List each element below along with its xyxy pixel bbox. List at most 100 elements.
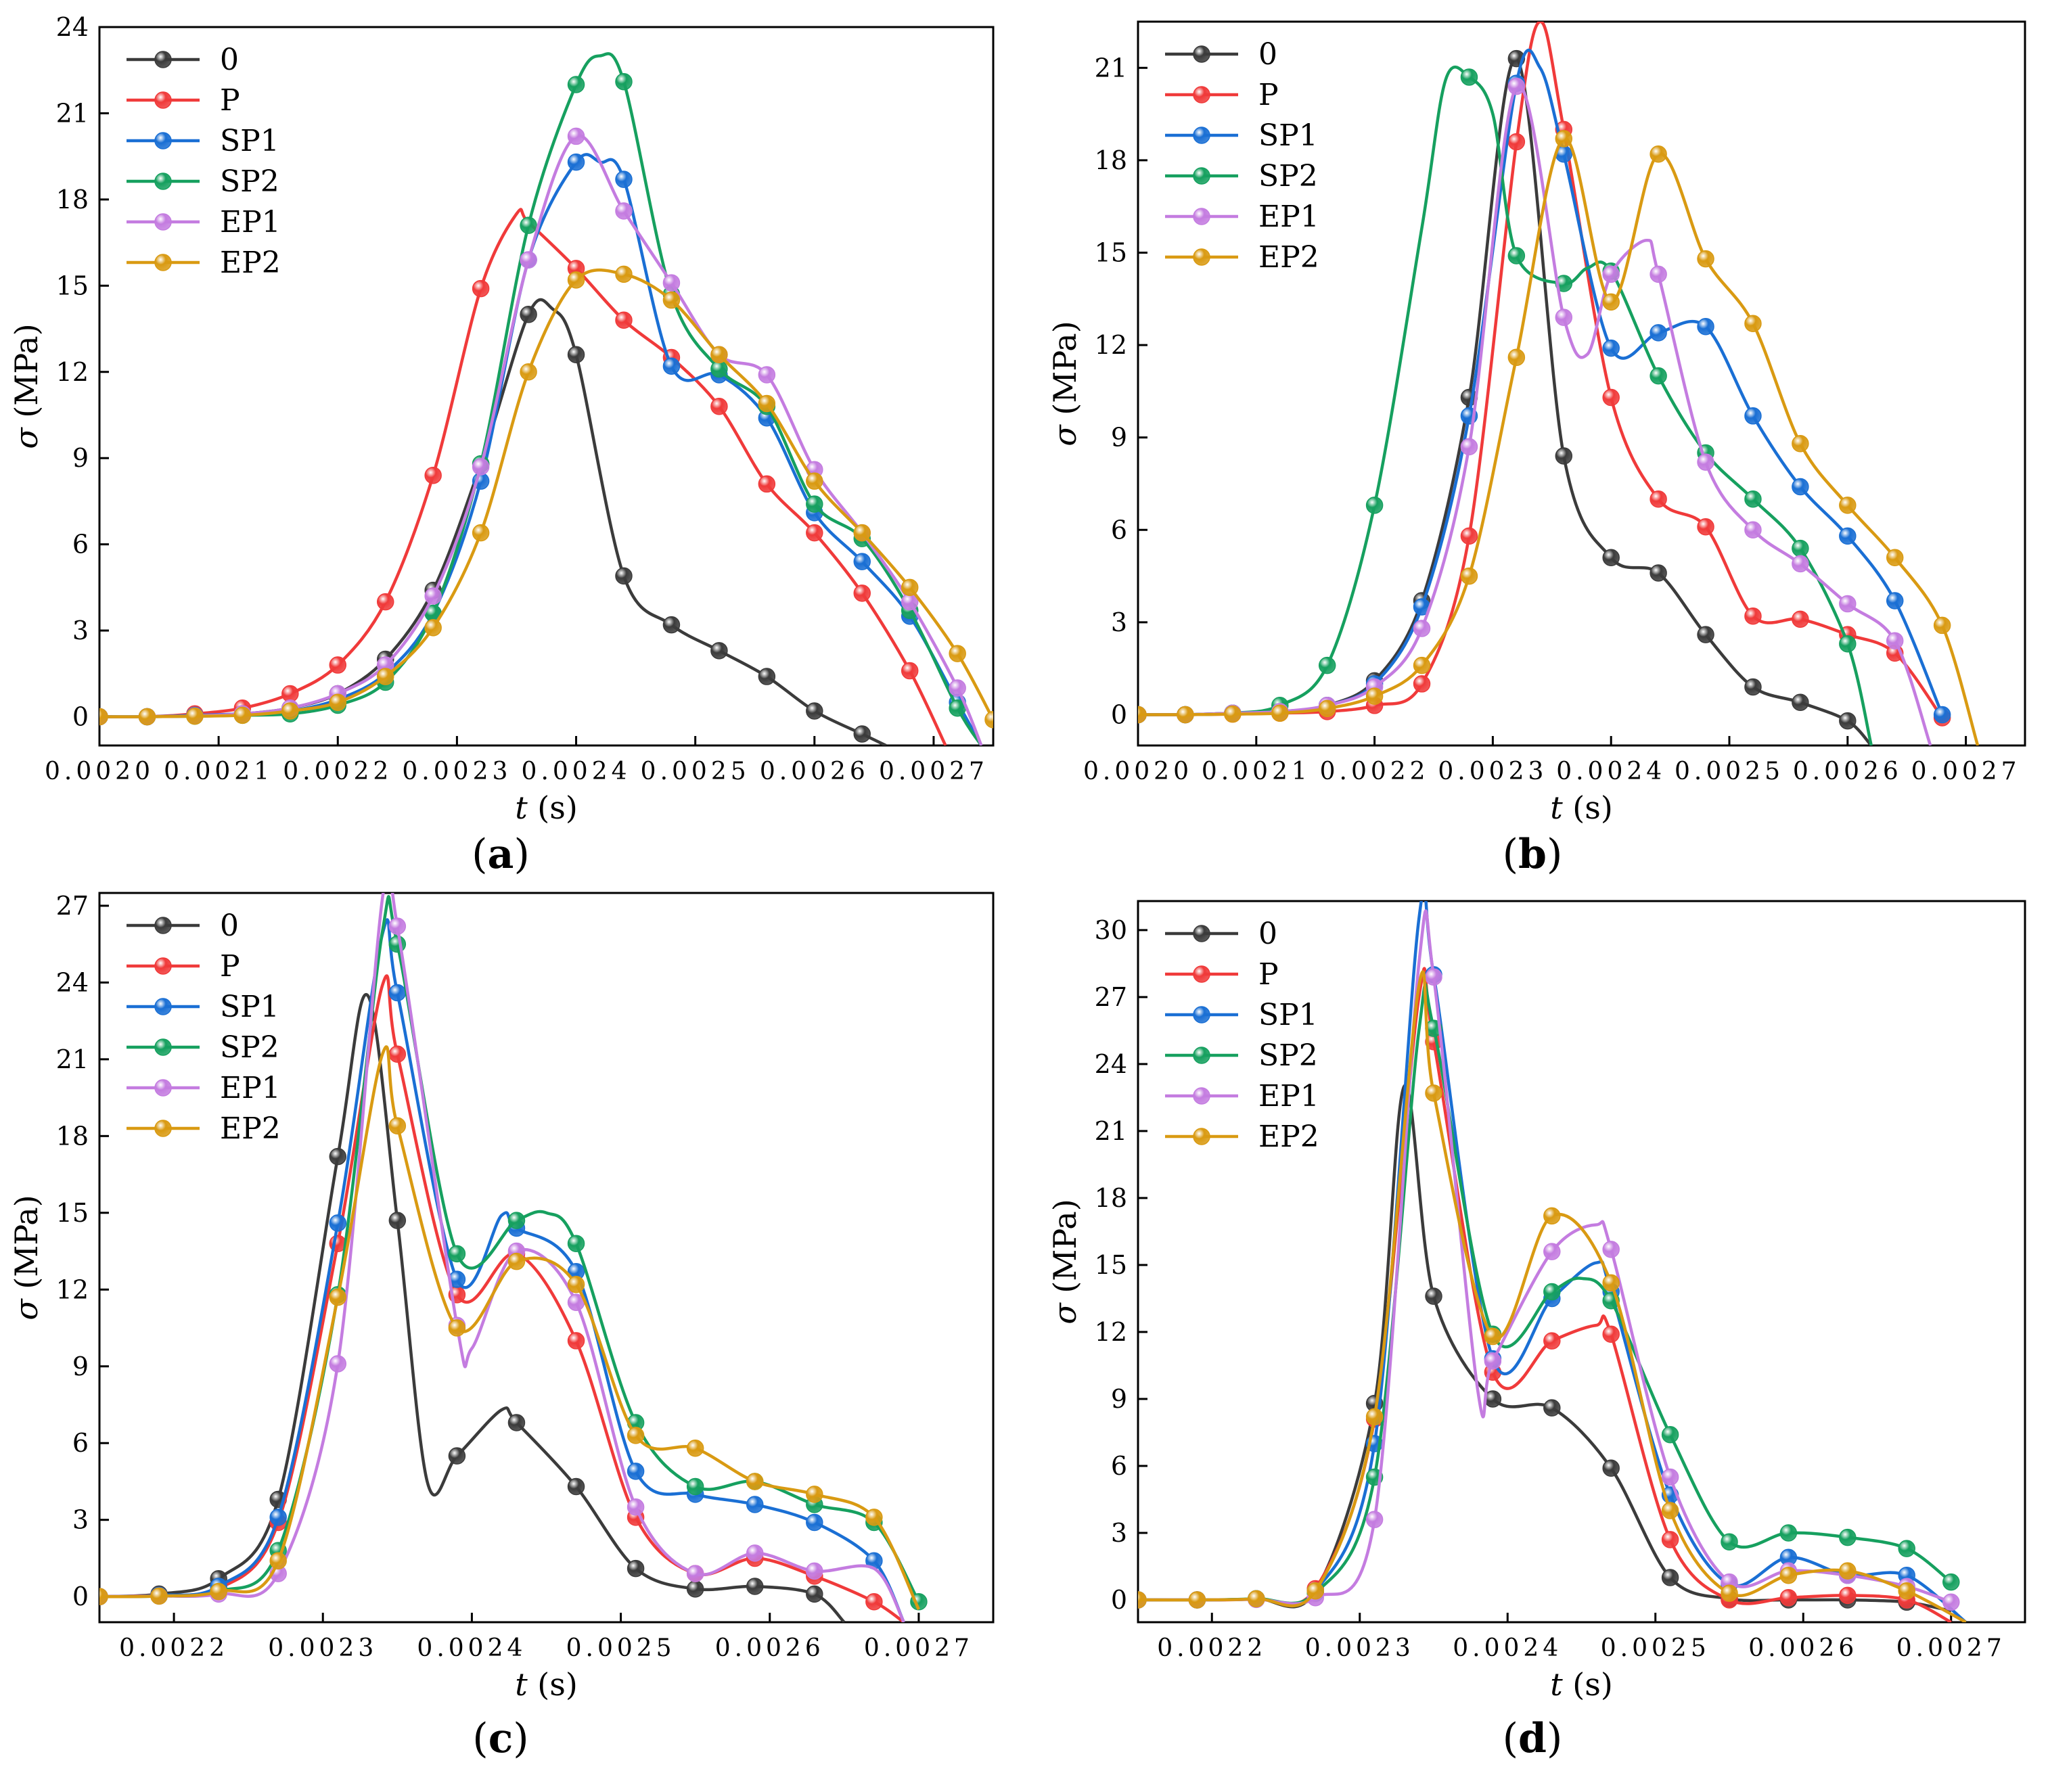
data-point-P [1697, 518, 1714, 536]
data-point-EP2 [138, 708, 156, 726]
legend-label-SP1: SP1 [1258, 998, 1318, 1032]
legend-label-SP2: SP2 [220, 1030, 279, 1065]
legend-marker-SP1 [154, 998, 172, 1015]
y-tick-label: 9 [72, 443, 89, 473]
data-point-SP1 [269, 1509, 287, 1526]
data-point-P [1543, 1332, 1561, 1350]
y-tick-label: 3 [1111, 1518, 1127, 1548]
data-point-EP2 [1507, 348, 1526, 367]
x-tick-label: 0.0024 [1453, 1634, 1562, 1662]
data-point-0 [615, 567, 633, 585]
series-line-SP1 [99, 153, 983, 745]
panel-a: 0.0020 0.0021 0.0022 0.0023 0.0024 0.0025 0.00… [8, 12, 995, 878]
data-point-SP2 [1649, 367, 1667, 385]
data-point-0 [1543, 1399, 1561, 1417]
legend-label-EP1: EP1 [1258, 200, 1319, 234]
data-point-P [806, 524, 823, 542]
plot-frame [1137, 900, 2026, 1624]
data-point-EP1 [1839, 595, 1857, 613]
series-group [1138, 901, 1967, 1622]
data-point-EP2 [507, 1252, 526, 1270]
legend-label-0: 0 [1258, 37, 1277, 72]
data-point-EP1 [1942, 1593, 1960, 1611]
data-point-EP2 [1413, 656, 1431, 674]
data-point-EP1 [806, 1562, 823, 1580]
data-point-0 [1697, 626, 1714, 643]
data-point-P [1507, 133, 1526, 151]
data-point-SP2 [1318, 656, 1336, 674]
legend-label-EP2: EP2 [220, 1111, 281, 1146]
data-point-EP2 [567, 1275, 585, 1293]
data-point-EP2 [1248, 1590, 1265, 1608]
data-point-EP2 [686, 1440, 704, 1457]
y-axis-label: σ (MPa) [8, 323, 45, 449]
data-point-SP1 [1933, 706, 1951, 724]
data-point-SP2 [1779, 1524, 1798, 1542]
data-point-EP2 [1224, 705, 1242, 723]
legend-label-EP1: EP1 [220, 1071, 281, 1105]
data-point-EP2 [1543, 1207, 1561, 1225]
data-point-EP2 [1306, 1582, 1324, 1600]
data-point-EP1 [1555, 308, 1573, 326]
data-point-EP1 [1886, 632, 1904, 649]
data-point-EP2 [1138, 706, 1147, 724]
panel-c: 0.0022 0.0023 0.0024 0.0025 0.0026 0.0027 0 3 6 9… [8, 891, 995, 1762]
data-point-P [1792, 610, 1809, 628]
data-point-SP1 [1839, 527, 1857, 545]
data-point-EP1 [1602, 265, 1620, 283]
data-point-EP2 [1365, 1408, 1384, 1426]
x-tick-label: 0.0023 [402, 758, 511, 785]
data-point-SP2 [1792, 539, 1809, 557]
data-point-EP2 [853, 524, 871, 542]
y-tick-label: 27 [1095, 982, 1127, 1012]
legend-label-0: 0 [1258, 917, 1277, 951]
legend-label-P: P [1258, 78, 1279, 112]
data-point-SP2 [448, 1245, 466, 1263]
data-point-EP2 [1177, 706, 1194, 724]
data-point-SP2 [520, 216, 537, 234]
legend: 0 P SP1 SP2 EP1 EP2 [1165, 917, 1319, 1154]
x-tick-label: 0.0025 [1675, 758, 1784, 785]
data-point-SP1 [615, 170, 633, 188]
data-point-EP2 [984, 711, 993, 729]
data-point-EP2 [520, 363, 537, 381]
data-point-SP1 [567, 153, 585, 171]
x-tick-label: 0.0024 [1556, 758, 1666, 785]
data-point-EP2 [99, 1588, 108, 1605]
data-point-EP2 [615, 265, 633, 283]
data-point-0 [1555, 447, 1573, 465]
data-point-EP2 [746, 1473, 764, 1490]
y-axis-label: σ (MPa) [8, 1195, 45, 1320]
data-point-EP2 [1792, 435, 1809, 453]
data-point-SP1 [853, 553, 871, 570]
x-tick-label: 0.0024 [417, 1634, 526, 1662]
data-point-EP1 [1413, 620, 1431, 637]
legend: 0 P SP1 SP2 EP1 EP2 [127, 909, 281, 1146]
data-point-P [853, 584, 871, 602]
data-point-EP2 [1721, 1584, 1738, 1602]
legend-marker-P [154, 957, 172, 975]
y-tick-label: 12 [1095, 330, 1127, 360]
data-point-P [424, 466, 442, 484]
legend-label-P: P [220, 949, 240, 984]
data-point-EP1 [388, 917, 407, 935]
data-point-EP1 [1484, 1352, 1502, 1370]
data-point-SP1 [662, 357, 681, 375]
legend-label-P: P [220, 83, 240, 118]
data-point-EP1 [472, 458, 490, 476]
x-tick-label: 0.0022 [1157, 1634, 1267, 1662]
legend: 0 P SP1 SP2 EP1 EP2 [127, 43, 281, 280]
y-tick-label: 24 [1095, 1049, 1127, 1079]
data-point-EP1 [1602, 1241, 1620, 1258]
data-point-SP1 [329, 1214, 347, 1232]
data-point-EP2 [472, 524, 490, 542]
x-tick-label: 0.0027 [1911, 758, 2021, 785]
data-point-SP2 [388, 935, 407, 953]
y-tick-label: 27 [56, 891, 89, 921]
data-point-EP2 [1744, 315, 1762, 332]
legend-marker-EP1 [1193, 1087, 1210, 1105]
y-tick-label: 6 [1111, 515, 1127, 545]
data-point-EP2 [1839, 1562, 1857, 1580]
data-point-EP1 [424, 587, 442, 605]
